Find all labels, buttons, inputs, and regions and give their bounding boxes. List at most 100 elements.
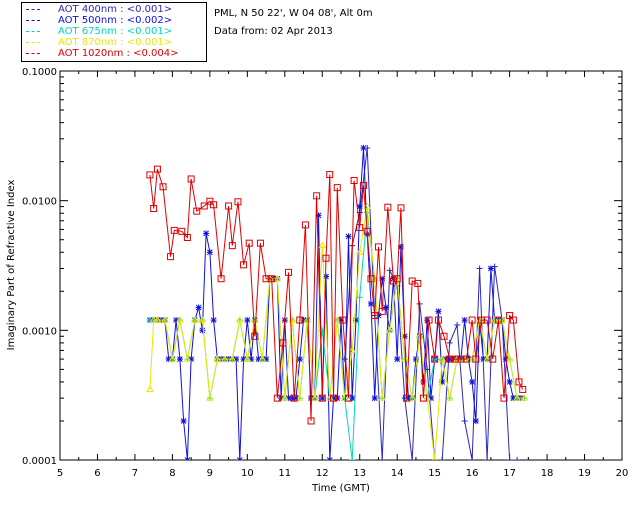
data-point-star [420,378,427,385]
x-tick-label: 18 [541,468,554,479]
data-point-square [178,227,186,235]
data-point-triangle [168,355,177,362]
data-point-star [502,356,509,363]
data-point-star [345,233,352,240]
data-point-triangle [340,394,349,401]
data-point-star [233,356,240,363]
data-point-plus [461,417,468,424]
x-tick-label: 5 [57,468,63,479]
legend-label: AOT 400nm : <0.001> [58,4,173,15]
data-point-triangle [370,274,379,282]
data-point-triangle [325,394,334,401]
data-point-square [509,316,517,324]
legend-line-swatch [26,20,40,21]
data-point-square [500,394,508,402]
data-point-square [384,203,392,211]
data-point-star [210,317,217,324]
legend-label: AOT 500nm : <0.002> [58,15,173,26]
data-point-star [195,304,202,311]
data-point-square [301,221,309,229]
data-point-square [159,183,167,191]
data-point-star [176,356,183,363]
data-point-square [210,201,218,209]
data-point-square [313,192,321,200]
data-point-triangle [363,202,372,210]
data-point-star [278,395,285,402]
data-point-star [461,317,468,324]
y-axis-title: Imaginary Part of Refractive Index [6,180,17,351]
data-point-square [440,332,448,340]
data-point-square [228,242,236,250]
data-point-square [389,277,397,285]
data-point-star [315,212,322,219]
data-point-plus [439,457,446,460]
data-point-star [375,312,382,319]
data-point-star [255,356,262,363]
data-point-triangle [513,394,521,401]
data-point-plus [356,294,363,301]
x-tick-label: 9 [207,468,213,479]
data-point-square [193,207,201,215]
data-point-triangle [355,248,364,255]
data-point-square [296,316,304,324]
data-point-square [367,275,375,283]
location-label: PML, N 50 22', W 04 08', Alt 0m [214,8,373,19]
data-point-triangle [498,316,506,323]
data-point-triangle [198,316,207,323]
legend-item: AOT 870nm : <0.001> [22,37,206,48]
data-point-star [472,417,479,424]
data-point-triangle [258,355,267,362]
data-point-square [472,355,480,363]
data-point-triangle [190,316,199,323]
data-point-star [412,356,419,363]
data-point-square [414,279,422,287]
data-point-triangle [438,355,447,362]
data-point-square [506,312,514,320]
data-point-plus [416,300,423,307]
x-tick-label: 16 [466,468,479,479]
data-point-star [360,144,367,151]
data-point-square [170,226,178,234]
data-point-square [150,205,158,213]
series-line [149,212,525,460]
data-point-square [403,394,411,402]
data-point-triangle [176,316,184,323]
data-point-square [363,227,371,235]
legend-line-swatch [26,31,40,32]
data-point-square [359,181,367,189]
data-point-plus [484,457,491,460]
data-point-square [425,316,433,324]
x-tick-label: 12 [316,468,329,479]
data-point-square [489,355,497,363]
data-point-square [519,385,527,393]
data-point-square [273,394,281,402]
data-point-square [225,202,233,210]
data-point-triangle [220,355,229,362]
data-point-star [289,395,296,402]
data-point-plus [386,267,393,274]
data-point-triangle [333,316,342,323]
data-point-star [206,249,213,256]
data-point-square [206,197,214,205]
data-point-triangle [423,394,432,401]
data-point-square [217,275,225,283]
data-point-plus [349,457,356,460]
legend-label: AOT 1020nm : <0.004> [58,48,179,59]
data-point-star [173,317,180,324]
date-label: Data from: 02 Apr 2013 [214,26,333,37]
data-point-star [285,395,292,402]
data-point-square [183,233,191,241]
data-point-triangle [318,241,327,249]
x-tick-label: 10 [241,468,254,479]
data-point-star [439,378,446,385]
data-point-square [463,355,471,363]
x-tick-label: 17 [503,468,516,479]
data-point-plus [454,321,461,328]
y-tick-label: 0.0001 [22,456,57,467]
data-point-square [279,339,287,347]
data-point-triangle [483,355,492,362]
data-point-star [405,395,412,402]
data-point-square [322,254,330,262]
x-tick-label: 11 [278,468,291,479]
data-point-square [393,275,401,283]
